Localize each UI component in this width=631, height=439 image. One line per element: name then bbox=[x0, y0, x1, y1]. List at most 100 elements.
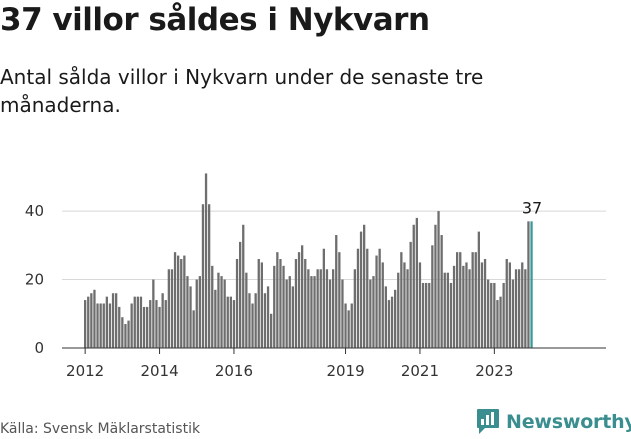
bar bbox=[276, 252, 279, 348]
bar bbox=[434, 224, 437, 348]
bar bbox=[322, 248, 325, 348]
x-axis-ticks: 2012 2014 2016 2019 2021 2023 bbox=[66, 348, 513, 380]
bar bbox=[359, 231, 363, 348]
bar bbox=[400, 252, 403, 348]
bar bbox=[319, 269, 322, 348]
bar bbox=[87, 296, 90, 348]
bar bbox=[505, 259, 508, 348]
bar bbox=[127, 320, 130, 348]
bar bbox=[499, 296, 502, 348]
bar bbox=[121, 317, 124, 348]
newsworthy-logo-icon bbox=[477, 409, 499, 434]
bar bbox=[332, 269, 335, 348]
bar bbox=[316, 269, 319, 348]
bar bbox=[462, 265, 465, 348]
bar bbox=[158, 306, 161, 348]
bar bbox=[139, 296, 143, 348]
bar bbox=[142, 306, 146, 348]
bar bbox=[90, 293, 93, 348]
bar bbox=[421, 282, 425, 348]
bar bbox=[366, 248, 369, 348]
bar bbox=[446, 272, 449, 348]
bar bbox=[375, 255, 378, 348]
bar bbox=[102, 303, 105, 348]
bar bbox=[270, 313, 273, 348]
bar bbox=[344, 303, 347, 348]
bar bbox=[412, 224, 415, 348]
bar bbox=[93, 289, 96, 348]
bar bbox=[297, 252, 301, 348]
bar bbox=[406, 269, 409, 348]
bar bbox=[459, 252, 462, 348]
bar bbox=[263, 293, 267, 348]
bar bbox=[456, 252, 459, 348]
y-axis-ticks: 0 20 40 bbox=[25, 202, 44, 357]
bar bbox=[226, 296, 229, 348]
bar bbox=[146, 306, 149, 348]
x-tick-label: 2016 bbox=[215, 362, 253, 380]
bar bbox=[242, 224, 245, 348]
bar bbox=[452, 265, 456, 348]
bar bbox=[387, 300, 391, 348]
bar bbox=[84, 300, 87, 348]
bar bbox=[378, 248, 381, 348]
bar-chart: 0 20 40 2012 2014 2016 2019 2021 2023 37 bbox=[25, 173, 606, 380]
bar bbox=[204, 173, 208, 348]
bar bbox=[288, 276, 291, 348]
chart-subtitle: Antal sålda villor i Nykvarn under de se… bbox=[0, 65, 484, 117]
bar bbox=[180, 259, 183, 348]
bar bbox=[502, 282, 505, 348]
bar bbox=[477, 231, 480, 348]
bar bbox=[177, 255, 180, 348]
bar bbox=[136, 296, 139, 348]
bar bbox=[328, 279, 332, 348]
bar bbox=[508, 262, 511, 348]
y-tick-label: 20 bbox=[25, 271, 44, 289]
bar bbox=[480, 262, 484, 348]
chart-title: 37 villor såldes i Nykvarn bbox=[0, 2, 430, 38]
bar bbox=[273, 265, 276, 348]
bar bbox=[248, 293, 251, 348]
bar bbox=[108, 303, 112, 348]
bar bbox=[493, 282, 496, 348]
bar bbox=[310, 276, 313, 348]
bar bbox=[350, 303, 353, 348]
bar bbox=[170, 269, 174, 348]
bar bbox=[518, 269, 521, 348]
bar bbox=[307, 269, 310, 348]
bar bbox=[353, 269, 356, 348]
bar bbox=[161, 293, 164, 348]
bar bbox=[511, 279, 515, 348]
bar bbox=[195, 279, 198, 348]
y-tick-label: 0 bbox=[34, 339, 44, 357]
bar bbox=[254, 293, 257, 348]
bar bbox=[474, 252, 477, 348]
bar bbox=[257, 259, 260, 348]
bar bbox=[356, 248, 360, 348]
bar bbox=[397, 272, 400, 348]
bar bbox=[214, 289, 217, 348]
bar bbox=[152, 279, 155, 348]
bar bbox=[347, 310, 350, 348]
bar bbox=[335, 235, 338, 348]
bar bbox=[437, 211, 440, 348]
last-value-annotation: 37 bbox=[522, 198, 542, 217]
bar bbox=[220, 276, 223, 348]
bar bbox=[198, 276, 201, 348]
bar bbox=[394, 289, 397, 348]
bar bbox=[211, 265, 214, 348]
bar bbox=[338, 252, 341, 348]
y-tick-label: 40 bbox=[25, 202, 44, 220]
bar bbox=[443, 272, 446, 348]
bar bbox=[341, 279, 344, 348]
source-note: Källa: Svensk Mäklarstatistik bbox=[0, 421, 201, 437]
bar bbox=[245, 272, 248, 348]
brand-logo[interactable]: Newsworthy bbox=[476, 408, 631, 435]
bar bbox=[483, 259, 487, 348]
bar bbox=[118, 306, 121, 348]
bar bbox=[468, 269, 471, 348]
bar bbox=[235, 259, 239, 348]
bar bbox=[496, 300, 499, 348]
bar bbox=[105, 296, 108, 348]
bar bbox=[471, 252, 474, 348]
